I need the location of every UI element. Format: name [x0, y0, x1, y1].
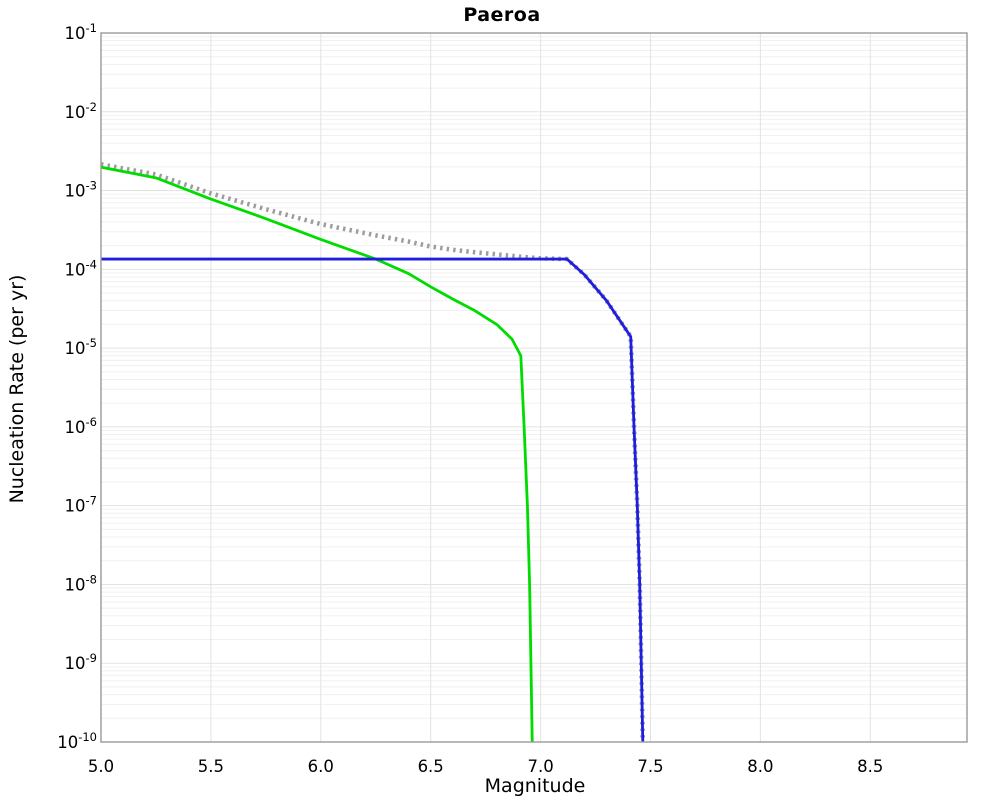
x-tick-label: 8.0 [747, 757, 773, 776]
y-tick-label: 10-3 [65, 179, 97, 201]
series-tapered-gr-green [101, 165, 534, 742]
y-tick-label: 10-9 [65, 651, 97, 673]
series-group [101, 162, 646, 742]
y-tick-label: 10-2 [65, 100, 97, 122]
y-tick-label: 10-10 [57, 730, 97, 752]
y-tick-labels: 10-1 10-2 10-3 10-4 10-5 10-6 10-7 10-8 10-9 10-1… [57, 21, 97, 752]
y-axis-label: Nucleation Rate (per yr) [6, 274, 28, 504]
x-tick-label: 6.0 [308, 757, 334, 776]
y-tick-label: 10-5 [65, 336, 97, 358]
y-tick-label: 10-8 [65, 572, 97, 594]
x-tick-label: 8.5 [857, 757, 883, 776]
y-tick-label: 10-7 [65, 494, 97, 516]
series-characteristic-blue [101, 257, 645, 742]
x-tick-label: 6.5 [418, 757, 444, 776]
x-tick-label: 5.0 [88, 757, 114, 776]
plot-area [101, 33, 967, 742]
gridlines [100, 32, 967, 743]
x-tick-label: 7.5 [637, 757, 663, 776]
x-tick-label: 5.5 [198, 757, 224, 776]
y-tick-label: 10-4 [65, 257, 97, 279]
y-tick-label: 10-1 [65, 21, 97, 43]
chart-title: Paeroa [463, 4, 541, 26]
x-axis-label: Magnitude [484, 775, 586, 797]
x-tick-label: 7.0 [527, 757, 553, 776]
plot-border [100, 32, 968, 743]
x-tick-labels: 5.0 5.5 6.0 6.5 7.0 7.5 8.0 8.5 [88, 757, 884, 776]
y-tick-label: 10-6 [65, 415, 97, 437]
